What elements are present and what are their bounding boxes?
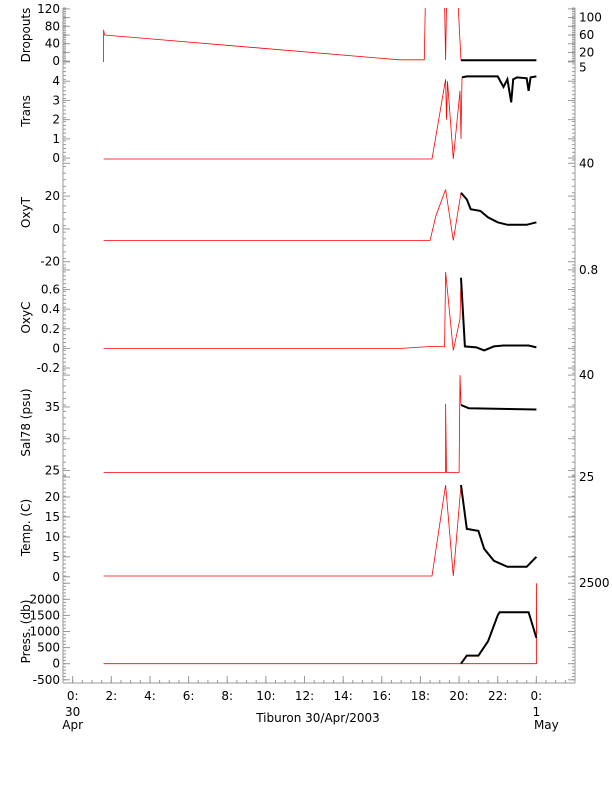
y-tick-label: 15 — [45, 510, 60, 524]
good-series-line — [460, 277, 537, 352]
y-tick-label: 20 — [579, 45, 594, 59]
y-tick-label: -500 — [33, 673, 60, 687]
y-tick-label: 1000 — [29, 625, 60, 639]
y-tick-label: 30 — [45, 432, 60, 446]
good-series-line — [460, 404, 537, 411]
y-tick-label: 0 — [52, 222, 60, 236]
y-tick-label: 0 — [52, 657, 60, 671]
y-axis-label: Press. (db) — [19, 600, 33, 664]
y-tick-label: 100 — [579, 11, 602, 25]
y-tick-label: 40 — [579, 156, 594, 170]
y-tick-label: 40 — [45, 37, 60, 51]
panel-sal78-psu-: 40 35 30 25 Sal78 (psu) — [19, 368, 594, 477]
good-series-line — [461, 75, 537, 103]
y-tick-label: 0.2 — [41, 322, 60, 336]
panel-oxyc: 0.8 0.6 0.4 0.2 0 -0.2 OxyC — [19, 263, 598, 375]
y-tick-label: 1 — [52, 132, 60, 146]
x-tick-month: May — [534, 718, 559, 732]
x-tick-label: 0: — [67, 689, 79, 703]
y-tick-label: 4 — [52, 74, 60, 88]
y-tick-label: 10 — [45, 530, 60, 544]
y-tick-label: 25 — [579, 470, 594, 484]
y-tick-label: 35 — [45, 400, 60, 414]
y-tick-label: 2500 — [579, 576, 610, 590]
x-tick-label: 12: — [295, 689, 314, 703]
y-axis-label: OxyC — [19, 301, 33, 333]
y-tick-label: 120 — [37, 2, 60, 16]
raw-series-line — [103, 77, 463, 160]
y-tick-label: 2 — [52, 113, 60, 127]
y-tick-label: 40 — [579, 368, 594, 382]
y-tick-label: 0 — [52, 341, 60, 355]
x-tick-label: 14: — [333, 689, 352, 703]
y-tick-label: 25 — [45, 464, 60, 478]
x-tick-day: 1 — [533, 705, 541, 719]
x-tick-label: 10: — [256, 689, 275, 703]
y-tick-label: -0.2 — [37, 361, 60, 375]
y-tick-label: 5 — [579, 60, 587, 74]
y-axis-label: OxyT — [19, 196, 33, 228]
x-axis-label: Tiburon 30/Apr/2003 — [255, 711, 380, 725]
good-series-line — [460, 484, 538, 568]
y-axis-label: Temp. (C) — [19, 499, 33, 557]
y-tick-label: -20 — [40, 255, 60, 269]
raw-series-line — [103, 189, 462, 241]
y-tick-label: 2000 — [29, 592, 60, 606]
raw-series-line — [103, 271, 462, 351]
x-tick-label: 4: — [144, 689, 156, 703]
x-tick-label: 22: — [488, 689, 507, 703]
y-axis-label: Trans — [19, 95, 33, 128]
y-tick-label: 1500 — [29, 608, 60, 622]
x-tick-label: 8: — [221, 689, 233, 703]
raw-series-line — [103, 8, 462, 62]
y-tick-label: 0 — [52, 54, 60, 68]
y-tick-label: 0.6 — [41, 283, 60, 297]
raw-series-line — [103, 583, 537, 665]
x-tick-label: 6: — [183, 689, 195, 703]
panel-dropouts: 120 100 80 60 40 20 0 Dropouts — [19, 2, 602, 68]
y-tick-label: 20 — [45, 490, 60, 504]
x-tick-day: 30 — [65, 705, 80, 719]
panel-temp-c-: 25 20 15 10 5 0 Temp. (C) — [19, 470, 594, 584]
raw-series-line — [103, 375, 462, 473]
y-tick-label: 60 — [579, 28, 594, 42]
x-tick-label: 18: — [411, 689, 430, 703]
y-tick-label: 0 — [52, 151, 60, 165]
x-tick-month: Apr — [62, 718, 83, 732]
good-series-line — [460, 611, 538, 665]
y-tick-label: 5 — [52, 550, 60, 564]
y-tick-label: 0.8 — [579, 263, 598, 277]
y-tick-label: 0 — [52, 570, 60, 584]
x-tick-label: 2: — [105, 689, 117, 703]
panel-trans: 5 4 3 2 1 0 Trans — [19, 60, 587, 165]
panel-oxyt: 40 20 0 -20 OxyT — [19, 156, 594, 268]
good-series-line — [460, 192, 537, 226]
y-axis-label: Sal78 (psu) — [19, 388, 33, 456]
y-tick-label: 0.4 — [41, 302, 60, 316]
raw-series-line — [103, 484, 462, 577]
x-tick-label: 20: — [449, 689, 468, 703]
y-axis-label: Dropouts — [19, 8, 33, 63]
x-tick-label: 16: — [372, 689, 391, 703]
y-tick-label: 80 — [45, 19, 60, 33]
y-tick-label: 3 — [52, 93, 60, 107]
y-tick-label: 500 — [37, 641, 60, 655]
y-tick-label: 20 — [45, 189, 60, 203]
x-tick-label: 0: — [531, 689, 543, 703]
